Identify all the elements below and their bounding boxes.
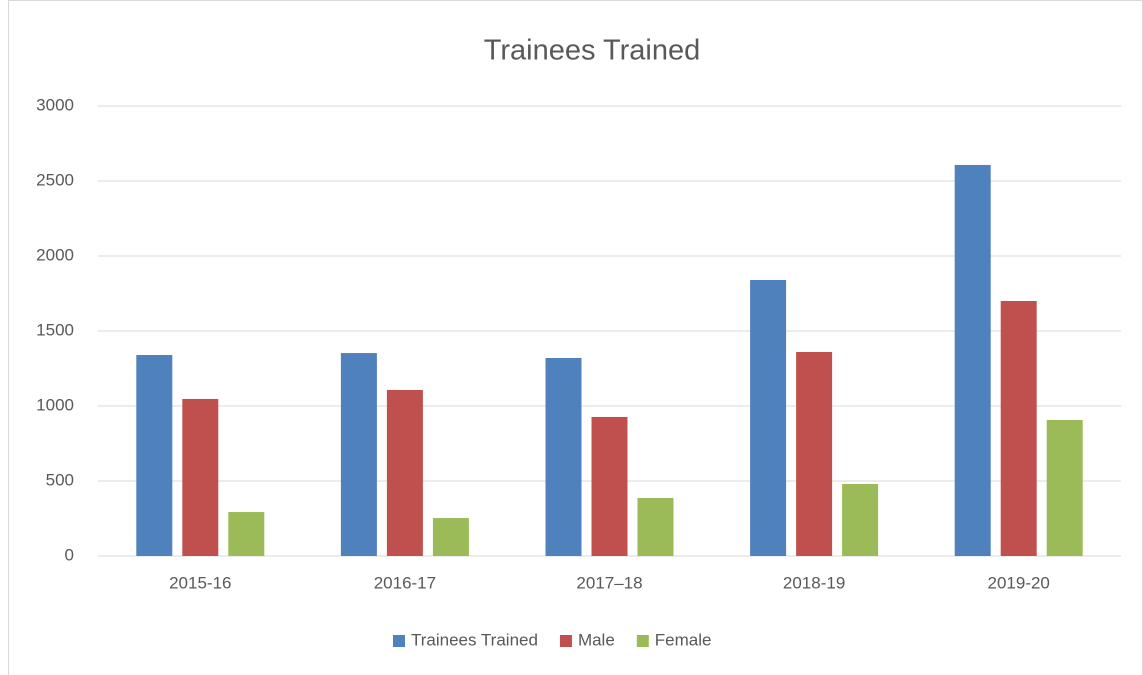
bar xyxy=(842,484,879,556)
bar xyxy=(591,416,628,556)
y-tick-label: 3000 xyxy=(36,95,74,114)
bar xyxy=(386,389,423,556)
bar xyxy=(750,280,787,556)
bar xyxy=(637,497,674,556)
chart-title: Trainees Trained xyxy=(484,35,701,67)
y-tick-label: 1500 xyxy=(36,320,74,339)
y-tick-label: 2000 xyxy=(36,245,74,264)
x-tick-label: 2019-20 xyxy=(988,573,1050,592)
chart-border xyxy=(8,0,1143,675)
y-tick-label: 1000 xyxy=(36,395,74,414)
x-tick-label: 2016-17 xyxy=(374,573,436,592)
bar xyxy=(136,355,173,556)
bar xyxy=(182,398,219,556)
x-tick-label: 2018-19 xyxy=(783,573,845,592)
bar xyxy=(340,353,377,556)
y-tick-label: 500 xyxy=(46,470,74,489)
legend-label: Male xyxy=(578,630,615,649)
legend-swatch xyxy=(393,635,405,647)
bar xyxy=(954,164,991,556)
bar xyxy=(796,352,833,556)
bar xyxy=(228,512,265,556)
bar xyxy=(1000,301,1037,556)
x-tick-label: 2015-16 xyxy=(169,573,231,592)
legend-label: Female xyxy=(655,630,712,649)
legend-swatch xyxy=(559,635,572,647)
bar xyxy=(545,358,582,556)
bar xyxy=(1046,419,1083,556)
legend-label: Trainees Trained xyxy=(411,630,538,649)
y-tick-label: 0 xyxy=(65,545,74,564)
x-tick-label: 2017–18 xyxy=(576,573,642,592)
y-tick-label: 2500 xyxy=(36,170,74,189)
bar xyxy=(432,518,469,556)
legend-swatch xyxy=(636,635,649,647)
